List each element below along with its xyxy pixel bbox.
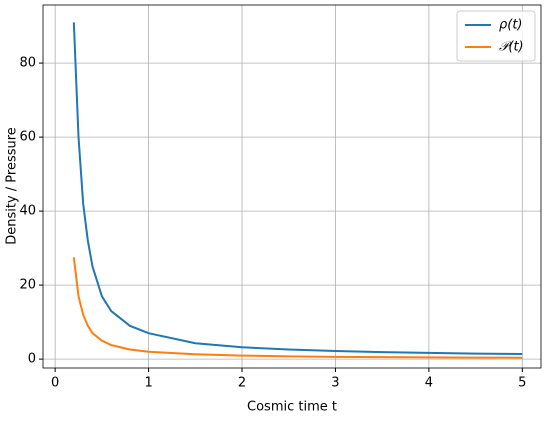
plot-frame (42, 4, 542, 369)
y-tick-label: 20 (19, 278, 36, 293)
x-tick-label: 5 (518, 376, 526, 391)
y-axis-label: Density / Pressure (5, 127, 20, 245)
y-tick-label: 80 (19, 56, 36, 71)
y-tick-label: 40 (19, 204, 36, 219)
y-tick-label: 60 (19, 130, 36, 145)
data-line (72, 257, 523, 359)
legend-label: 𝒫(t) (499, 40, 524, 55)
x-tick-label: 0 (51, 376, 59, 391)
x-tick-label: 4 (425, 376, 433, 391)
legend-box (456, 10, 536, 62)
x-axis-label: Cosmic time t (247, 400, 337, 415)
x-tick-label: 2 (238, 376, 246, 391)
legend-label: ρ(t) (499, 18, 523, 33)
x-tick-label: 1 (144, 376, 152, 391)
x-tick-label: 3 (331, 376, 339, 391)
y-tick-label: 0 (28, 352, 36, 367)
data-line (72, 22, 523, 355)
